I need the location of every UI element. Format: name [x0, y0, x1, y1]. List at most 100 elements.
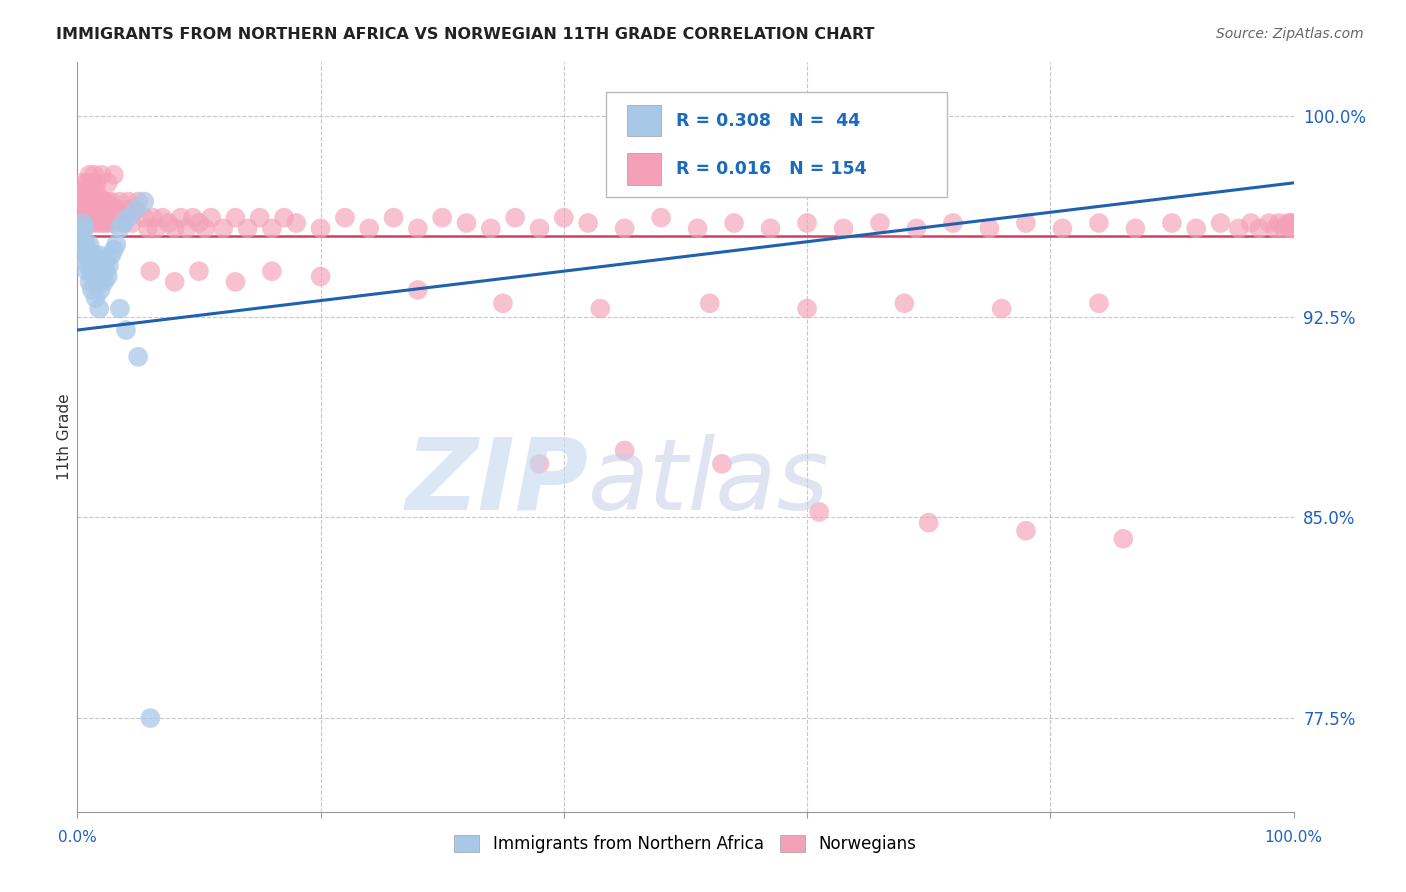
Point — [79, 237, 101, 252]
Point — [84, 216, 107, 230]
Point — [125, 202, 148, 217]
Point — [87, 189, 110, 203]
Point — [127, 350, 149, 364]
Point — [990, 301, 1012, 316]
Point — [84, 184, 107, 198]
Point — [589, 301, 612, 316]
Point — [194, 221, 217, 235]
Point — [89, 248, 111, 262]
Point — [100, 248, 122, 262]
Point — [163, 221, 186, 235]
Point — [103, 168, 125, 182]
Point — [87, 264, 110, 278]
Point — [1209, 216, 1232, 230]
Point — [76, 176, 98, 190]
Point — [93, 202, 115, 217]
Point — [103, 216, 125, 230]
Point — [139, 711, 162, 725]
Point — [127, 194, 149, 209]
Point — [1015, 524, 1038, 538]
Point — [139, 264, 162, 278]
Point — [893, 296, 915, 310]
Point — [105, 237, 128, 252]
Point — [200, 211, 222, 225]
Point — [686, 221, 709, 235]
Point — [98, 202, 121, 217]
Point — [93, 275, 115, 289]
Point — [796, 301, 818, 316]
Point — [163, 275, 186, 289]
FancyBboxPatch shape — [606, 93, 946, 197]
Point — [80, 202, 103, 217]
Point — [918, 516, 941, 530]
Point — [117, 194, 139, 209]
Point — [152, 211, 174, 225]
Point — [94, 216, 117, 230]
Point — [699, 296, 721, 310]
Point — [136, 221, 159, 235]
Point — [89, 202, 111, 217]
Point — [86, 202, 108, 217]
Point — [1277, 216, 1299, 230]
Point — [112, 216, 135, 230]
Point — [181, 211, 204, 225]
Point — [84, 248, 107, 262]
Point — [73, 221, 96, 235]
Point — [285, 216, 308, 230]
Point — [79, 275, 101, 289]
Point — [79, 168, 101, 182]
Point — [869, 216, 891, 230]
Point — [73, 194, 96, 209]
Legend: Immigrants from Northern Africa, Norwegians: Immigrants from Northern Africa, Norwegi… — [447, 828, 924, 860]
Point — [759, 221, 782, 235]
Point — [188, 216, 211, 230]
Point — [176, 221, 198, 235]
Point — [75, 237, 97, 252]
Point — [73, 184, 96, 198]
Point — [89, 301, 111, 316]
Point — [333, 211, 356, 225]
Point — [72, 216, 94, 230]
Point — [273, 211, 295, 225]
Point — [406, 221, 429, 235]
Point — [1272, 221, 1295, 235]
Point — [309, 221, 332, 235]
Bar — [627, 153, 661, 185]
Point — [108, 221, 131, 235]
Point — [979, 221, 1001, 235]
Point — [79, 194, 101, 209]
Text: 0.0%: 0.0% — [58, 830, 97, 846]
Point — [905, 221, 928, 235]
Point — [115, 323, 138, 337]
Point — [82, 211, 104, 225]
Point — [76, 202, 98, 217]
Point — [83, 194, 105, 209]
Point — [73, 248, 96, 262]
Point — [249, 211, 271, 225]
Point — [145, 221, 167, 235]
Point — [613, 443, 636, 458]
Point — [79, 184, 101, 198]
Point — [77, 202, 100, 217]
Point — [70, 229, 93, 244]
Point — [134, 194, 156, 209]
Point — [1278, 221, 1301, 235]
Y-axis label: 11th Grade: 11th Grade — [56, 393, 72, 481]
Point — [72, 202, 94, 217]
Point — [1052, 221, 1074, 235]
Point — [108, 301, 131, 316]
Text: atlas: atlas — [588, 434, 830, 531]
Point — [492, 296, 515, 310]
Point — [72, 189, 94, 203]
Point — [529, 221, 551, 235]
Point — [1161, 216, 1184, 230]
Point — [80, 248, 103, 262]
Point — [115, 202, 138, 217]
Text: IMMIGRANTS FROM NORTHERN AFRICA VS NORWEGIAN 11TH GRADE CORRELATION CHART: IMMIGRANTS FROM NORTHERN AFRICA VS NORWE… — [56, 27, 875, 42]
Point — [80, 264, 103, 278]
Point — [97, 216, 120, 230]
Text: ZIP: ZIP — [405, 434, 588, 531]
Point — [70, 176, 93, 190]
Point — [76, 189, 98, 203]
Point — [84, 291, 107, 305]
